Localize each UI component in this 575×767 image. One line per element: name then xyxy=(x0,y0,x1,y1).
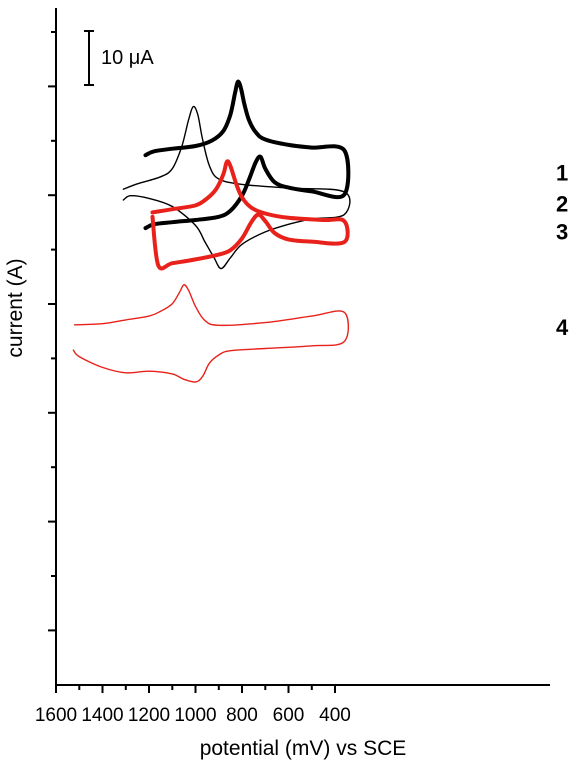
curve-label-3: 3 xyxy=(556,220,568,245)
x-tick-label: 1000 xyxy=(174,705,216,726)
curve-4 xyxy=(72,284,350,383)
curve-label-2: 2 xyxy=(556,191,568,216)
y-axis-ticks xyxy=(48,31,56,632)
plot-frame xyxy=(55,8,550,686)
scale-bar: 10 μA xyxy=(84,30,154,86)
x-tick-label: 800 xyxy=(226,705,258,726)
x-axis-tick-labels: 1600 1400 1200 1000 800 600 400 xyxy=(35,705,351,726)
curve-labels: 1 2 3 4 xyxy=(556,161,569,340)
curve-label-4: 4 xyxy=(556,315,569,340)
x-axis-ticks xyxy=(55,685,336,693)
voltammogram-curves xyxy=(72,79,351,383)
curve-label-1: 1 xyxy=(556,161,568,186)
scale-bar-label: 10 μA xyxy=(101,47,154,69)
x-tick-label: 1400 xyxy=(81,705,123,726)
x-tick-label: 1600 xyxy=(35,705,77,726)
curve-3 xyxy=(150,159,350,271)
x-tick-label: 600 xyxy=(273,705,305,726)
curve-2 xyxy=(122,105,351,270)
y-axis-title: current (A) xyxy=(4,258,27,357)
curve-1 xyxy=(143,79,351,231)
x-axis-title: potential (mV) vs SCE xyxy=(200,737,407,760)
x-tick-label: 1200 xyxy=(128,705,170,726)
x-tick-label: 400 xyxy=(319,705,351,726)
